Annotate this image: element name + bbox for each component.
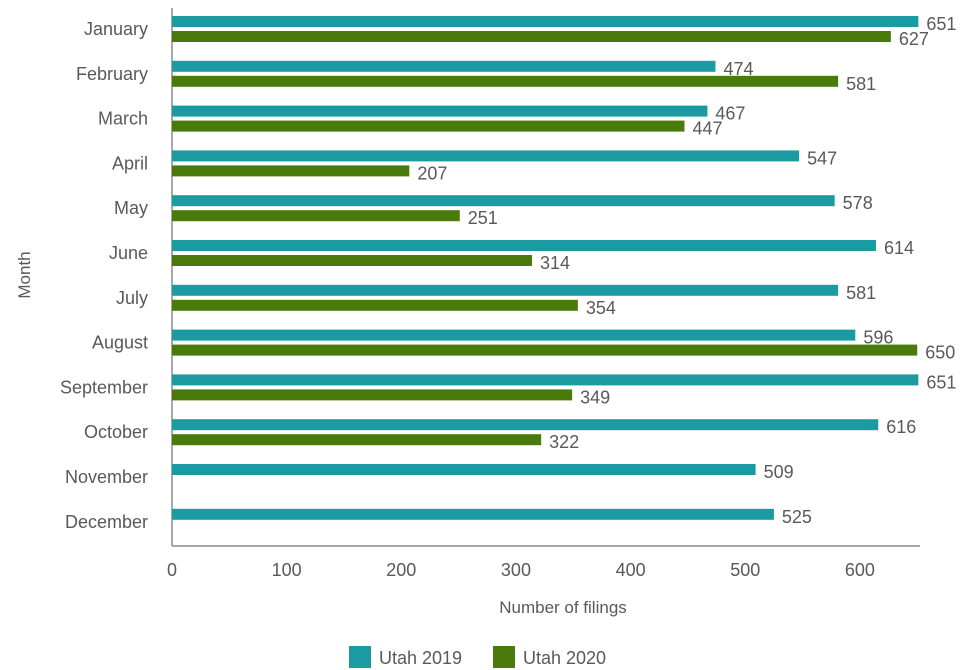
- x-tick-label: 0: [167, 560, 177, 580]
- data-label: 354: [586, 298, 616, 318]
- category-label: August: [92, 333, 148, 353]
- bar: [172, 299, 578, 311]
- bar: [172, 150, 800, 162]
- data-label: 651: [926, 372, 956, 392]
- category-label: September: [60, 377, 148, 397]
- data-label: 467: [715, 104, 745, 124]
- data-label: 547: [807, 148, 837, 168]
- bar: [172, 508, 774, 520]
- bar: [172, 344, 918, 356]
- bar: [172, 60, 716, 72]
- bar: [172, 31, 891, 42]
- y-axis-title: Month: [15, 251, 34, 298]
- bar: [172, 255, 533, 266]
- category-label: January: [84, 19, 148, 39]
- data-label: 447: [692, 119, 722, 139]
- legend-swatch-utah-2020: [493, 646, 515, 668]
- legend-label-utah-2020: Utah 2020: [523, 648, 606, 668]
- data-label: 349: [580, 387, 610, 407]
- data-label: 616: [886, 417, 916, 437]
- category-label: July: [116, 288, 148, 308]
- bar: [172, 389, 573, 401]
- data-label: 525: [782, 507, 812, 527]
- data-labels: 6516274745814674475472075782516143145813…: [417, 14, 956, 527]
- category-label: November: [65, 467, 148, 487]
- bar: [172, 374, 919, 386]
- bar: [172, 240, 876, 251]
- bar: [172, 464, 756, 475]
- bar: [172, 329, 856, 341]
- x-tick-labels: 0 100 200 300 400 500 600: [167, 560, 875, 580]
- x-tick-label: 300: [501, 560, 531, 580]
- bar: [172, 434, 542, 446]
- category-label: April: [112, 153, 148, 173]
- x-tick-label: 200: [386, 560, 416, 580]
- data-label: 581: [846, 74, 876, 94]
- bar: [172, 284, 839, 296]
- data-label: 614: [884, 238, 914, 258]
- bar: [172, 195, 835, 207]
- bar: [172, 419, 879, 431]
- x-axis-title: Number of filings: [499, 598, 627, 617]
- category-label: October: [84, 422, 148, 442]
- category-label: February: [76, 64, 148, 84]
- legend-swatch-utah-2019: [349, 646, 371, 668]
- data-label: 581: [846, 283, 876, 303]
- category-label: December: [65, 512, 148, 532]
- data-label: 474: [723, 59, 753, 79]
- category-labels: January February March April May June July Augu…: [60, 19, 148, 532]
- axes: [171, 8, 920, 547]
- data-label: 509: [764, 462, 794, 482]
- data-label: 322: [549, 432, 579, 452]
- x-tick-label: 400: [616, 560, 646, 580]
- bar: [172, 120, 685, 132]
- data-label: 650: [925, 343, 955, 363]
- data-label: 596: [863, 328, 893, 348]
- legend: Utah 2019 Utah 2020: [349, 646, 606, 668]
- data-label: 578: [843, 193, 873, 213]
- category-label: June: [109, 243, 148, 263]
- bar: [172, 165, 410, 177]
- data-label: 627: [899, 29, 929, 49]
- data-label: 314: [540, 253, 570, 273]
- bar: [172, 75, 839, 87]
- x-tick-label: 100: [272, 560, 302, 580]
- data-label: 207: [417, 163, 447, 183]
- x-tick-label: 600: [845, 560, 875, 580]
- data-label: 651: [926, 14, 956, 34]
- category-label: March: [98, 109, 148, 129]
- data-label: 251: [468, 208, 498, 228]
- bars: [172, 16, 919, 520]
- bar: [172, 105, 708, 117]
- category-label: May: [114, 198, 148, 218]
- x-tick-label: 500: [730, 560, 760, 580]
- legend-label-utah-2019: Utah 2019: [379, 648, 462, 668]
- bar: [172, 210, 460, 222]
- bar: [172, 16, 919, 27]
